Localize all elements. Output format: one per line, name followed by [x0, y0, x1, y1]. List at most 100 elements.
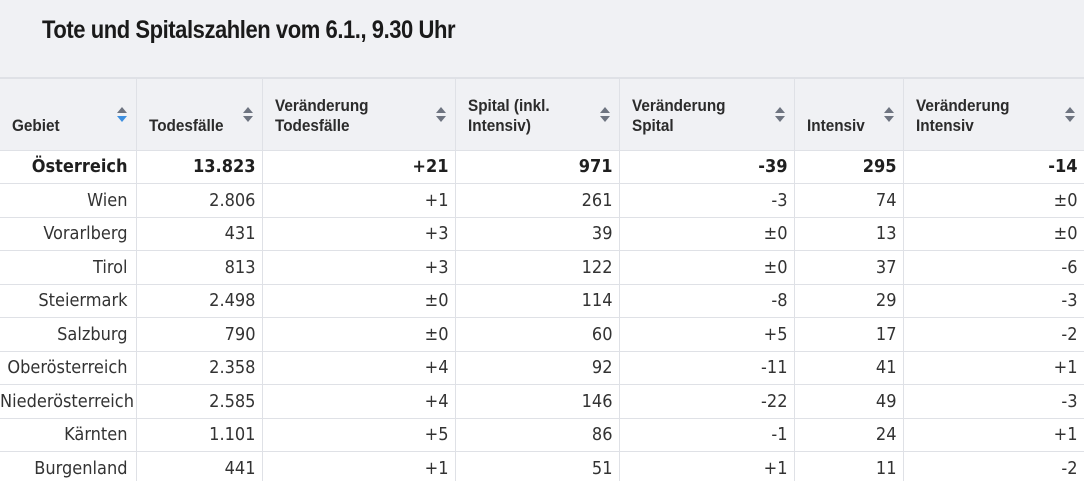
value-cell: +5 — [619, 317, 795, 352]
value-cell: +4 — [262, 351, 456, 385]
value-cell: -3 — [619, 183, 795, 218]
value-cell: 41 — [794, 351, 904, 385]
value-cell: -1 — [619, 418, 795, 452]
value-cell: 1.101 — [136, 418, 263, 452]
column-header-gebiet[interactable]: Gebiet — [0, 77, 137, 151]
value-cell: 295 — [794, 150, 904, 184]
value-cell: 39 — [455, 217, 620, 251]
region-cell: Burgenland — [0, 451, 137, 481]
column-header-label: Gebiet — [12, 115, 60, 135]
region-cell: Salzburg — [0, 317, 137, 352]
value-cell: +4 — [262, 384, 456, 419]
value-cell: 2.806 — [136, 183, 263, 218]
value-cell: +5 — [262, 418, 456, 452]
sort-icon[interactable] — [242, 107, 254, 125]
value-cell: -3 — [903, 284, 1084, 318]
table-row: Österreich 13.823 +21 971 -39 295 -14 — [0, 150, 1084, 184]
table-row: Salzburg 790 ±0 60 +5 17 -2 — [0, 317, 1084, 352]
value-cell: 971 — [455, 150, 620, 184]
value-cell: -2 — [903, 317, 1084, 352]
value-cell: ±0 — [903, 183, 1084, 218]
value-cell: 2.358 — [136, 351, 263, 385]
value-cell: 122 — [455, 250, 620, 285]
column-header-label: Spital (inkl. Intensiv) — [467, 95, 550, 135]
region-cell: Steiermark — [0, 284, 137, 318]
column-header-veraenderung-intensiv[interactable]: Veränderung Intensiv — [903, 77, 1084, 151]
column-header-veraenderung-todesfaelle[interactable]: Veränderung Todesfälle — [262, 77, 456, 151]
title-bar: Tote und Spitalszahlen vom 6.1., 9.30 Uh… — [0, 0, 1084, 77]
value-cell: 2.498 — [136, 284, 263, 318]
region-cell: Österreich — [0, 150, 137, 184]
value-cell: -8 — [619, 284, 795, 318]
column-header-label: Todesfälle — [148, 115, 224, 135]
column-header-intensiv[interactable]: Intensiv — [794, 77, 904, 151]
value-cell: 146 — [455, 384, 620, 419]
value-cell: ±0 — [903, 217, 1084, 251]
value-cell: 431 — [136, 217, 263, 251]
value-cell: 114 — [455, 284, 620, 318]
table-row: Vorarlberg 431 +3 39 ±0 13 ±0 — [0, 217, 1084, 251]
value-cell: 29 — [794, 284, 904, 318]
value-cell: -14 — [903, 150, 1084, 184]
value-cell: ±0 — [619, 250, 795, 285]
value-cell: -2 — [903, 451, 1084, 481]
column-header-veraenderung-spital[interactable]: Veränderung Spital — [619, 77, 795, 151]
value-cell: 86 — [455, 418, 620, 452]
column-header-label: Intensiv — [806, 115, 865, 135]
value-cell: -39 — [619, 150, 795, 184]
value-cell: 37 — [794, 250, 904, 285]
value-cell: -11 — [619, 351, 795, 385]
value-cell: +1 — [262, 451, 456, 481]
region-cell: Niederösterreich — [0, 384, 137, 419]
sort-icon[interactable] — [599, 107, 611, 125]
table-row: Tirol 813 +3 122 ±0 37 -6 — [0, 250, 1084, 285]
column-header-label: Veränderung Intensiv — [915, 95, 1010, 135]
value-cell: 13.823 — [136, 150, 263, 184]
region-cell: Wien — [0, 183, 137, 218]
value-cell: 441 — [136, 451, 263, 481]
table-body: Österreich 13.823 +21 971 -39 295 -14 Wien 2.806… — [0, 150, 1084, 481]
value-cell: 74 — [794, 183, 904, 218]
value-cell: 2.585 — [136, 384, 263, 419]
value-cell: 60 — [455, 317, 620, 352]
region-cell: Kärnten — [0, 418, 137, 452]
value-cell: ±0 — [619, 217, 795, 251]
region-cell: Oberösterreich — [0, 351, 137, 385]
region-cell: Vorarlberg — [0, 217, 137, 251]
value-cell: ±0 — [262, 317, 456, 352]
table-row: Kärnten 1.101 +5 86 -1 24 +1 — [0, 418, 1084, 452]
value-cell: +1 — [262, 183, 456, 218]
value-cell: 24 — [794, 418, 904, 452]
sort-icon[interactable] — [774, 107, 786, 125]
value-cell: 92 — [455, 351, 620, 385]
value-cell: 11 — [794, 451, 904, 481]
table-row: Niederösterreich 2.585 +4 146 -22 49 -3 — [0, 384, 1084, 419]
value-cell: +21 — [262, 150, 456, 184]
value-cell: 790 — [136, 317, 263, 352]
value-cell: -6 — [903, 250, 1084, 285]
value-cell: +3 — [262, 217, 456, 251]
column-header-todesfaelle[interactable]: Todesfälle — [136, 77, 263, 151]
sort-icon[interactable] — [883, 107, 895, 125]
value-cell: 17 — [794, 317, 904, 352]
value-cell: 13 — [794, 217, 904, 251]
value-cell: -3 — [903, 384, 1084, 419]
value-cell: -22 — [619, 384, 795, 419]
column-header-spital[interactable]: Spital (inkl. Intensiv) — [455, 77, 620, 151]
value-cell: ±0 — [262, 284, 456, 318]
value-cell: 813 — [136, 250, 263, 285]
sort-icon[interactable] — [1064, 107, 1076, 125]
data-table: Gebiet Todesfälle Veränderung Todesfälle … — [0, 77, 1084, 481]
sort-icon[interactable] — [435, 107, 447, 125]
table-row: Wien 2.806 +1 261 -3 74 ±0 — [0, 183, 1084, 218]
header-row: Gebiet Todesfälle Veränderung Todesfälle … — [0, 77, 1084, 151]
table-row: Steiermark 2.498 ±0 114 -8 29 -3 — [0, 284, 1084, 318]
column-header-label: Veränderung Spital — [631, 95, 726, 135]
table-row: Oberösterreich 2.358 +4 92 -11 41 +1 — [0, 351, 1084, 385]
value-cell: +1 — [903, 351, 1084, 385]
sort-icon[interactable] — [116, 107, 128, 125]
table-row: Burgenland 441 +1 51 +1 11 -2 — [0, 451, 1084, 481]
value-cell: 51 — [455, 451, 620, 481]
value-cell: +1 — [903, 418, 1084, 452]
value-cell: 49 — [794, 384, 904, 419]
